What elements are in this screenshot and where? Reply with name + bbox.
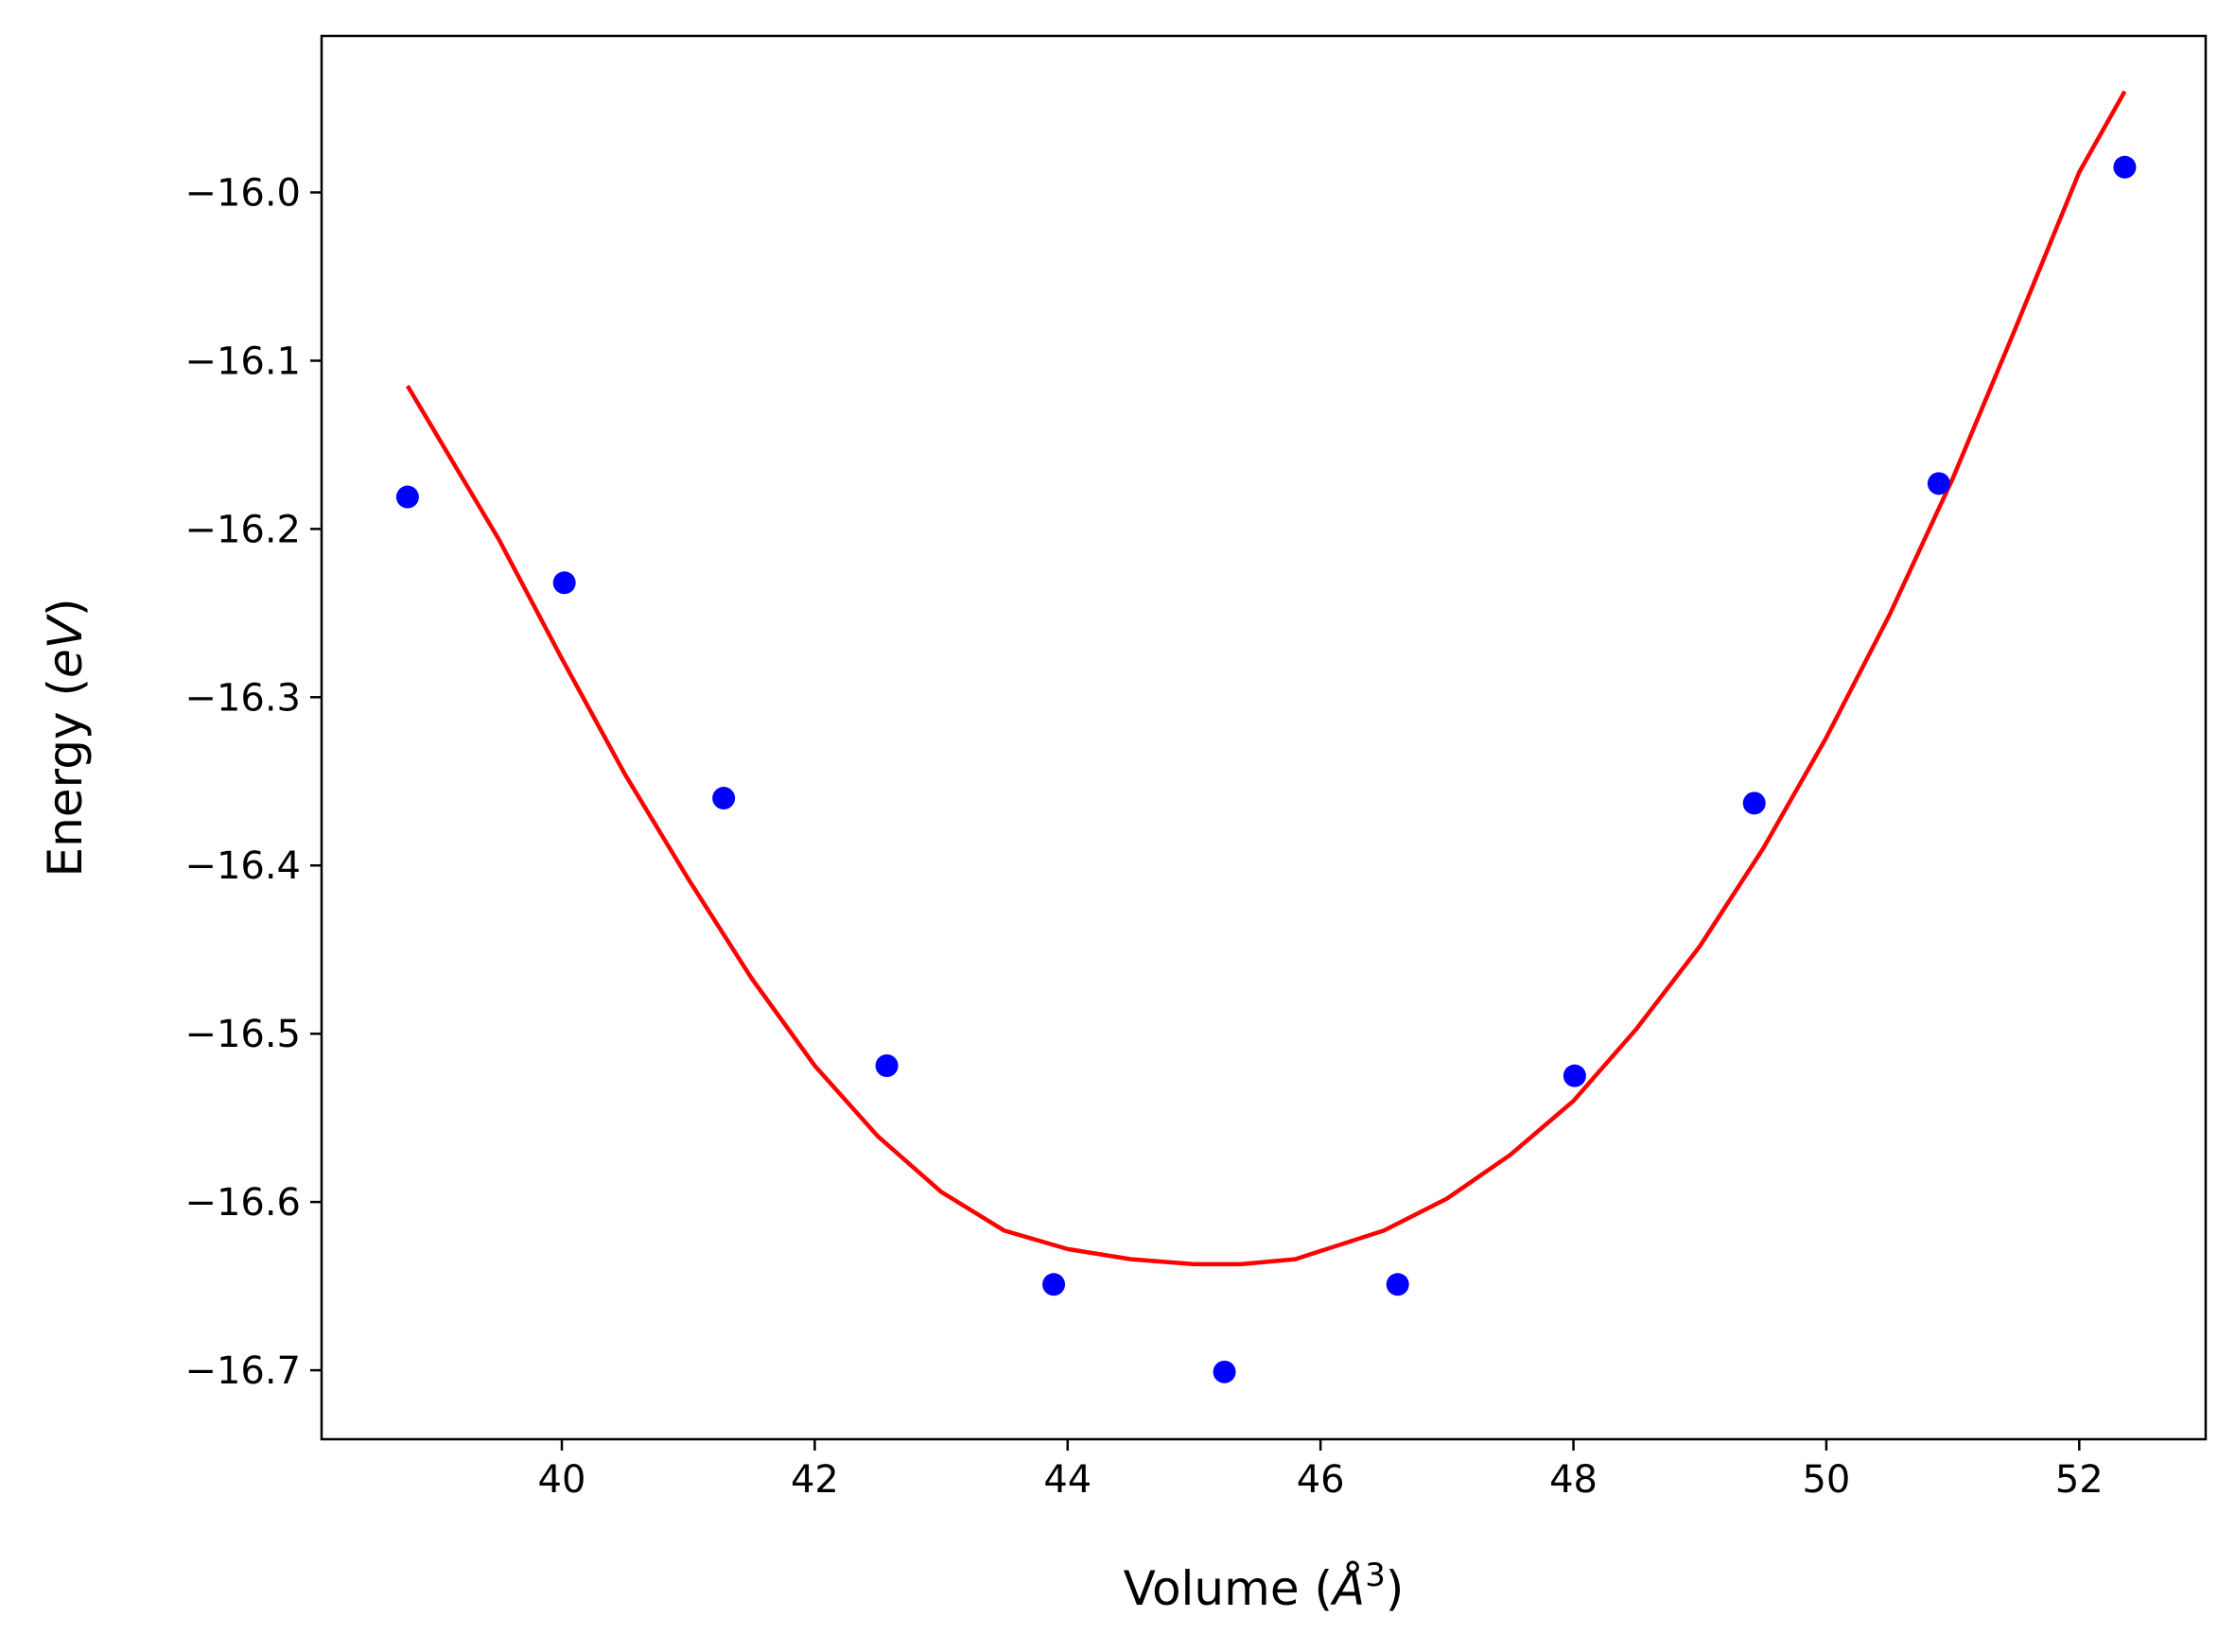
x-axis-ticks: 40 42 44 46 48 50 52 <box>538 1439 2104 1502</box>
x-axis-label: Volume (Å3) <box>1124 1556 1405 1616</box>
y-tick-label: −16.7 <box>184 1349 301 1393</box>
x-tick-label: 52 <box>2055 1458 2104 1502</box>
axes-frame <box>320 34 2208 1441</box>
x-tick-label: 40 <box>538 1458 586 1502</box>
y-tick-label: −16.2 <box>184 508 301 551</box>
y-axis-ticks: −16.0 −16.1 −16.2 −16.3 −16.4 −16.5 −16.6 −16.7 <box>184 171 322 1393</box>
data-point <box>1386 1273 1409 1296</box>
y-tick-label: −16.6 <box>184 1181 301 1225</box>
data-point <box>552 571 576 595</box>
data-point <box>875 1053 899 1077</box>
series-layer <box>395 90 2137 1383</box>
data-point <box>712 787 736 810</box>
data-point <box>1927 472 1950 496</box>
y-tick-label: −16.1 <box>184 339 301 383</box>
data-point <box>395 485 419 509</box>
y-axis-label: Energy (eV) <box>38 599 93 878</box>
fit-curve-line <box>405 90 2127 1267</box>
x-tick-label: 42 <box>791 1458 839 1502</box>
x-tick-label: 46 <box>1297 1458 1345 1502</box>
plot-area: 40 42 44 46 48 50 52 −16.0 −16.1 −16.2 −16.3 −16.4… <box>184 34 2208 1502</box>
x-tick-label: 44 <box>1043 1458 1091 1502</box>
y-tick-label: −16.0 <box>184 171 301 215</box>
x-tick-label: 48 <box>1549 1458 1598 1502</box>
y-tick-label: −16.3 <box>184 676 301 720</box>
y-tick-label: −16.5 <box>184 1013 301 1056</box>
data-point <box>1742 791 1766 815</box>
data-point <box>2113 155 2137 179</box>
x-tick-label: 50 <box>1802 1458 1850 1502</box>
data-point <box>1042 1273 1066 1296</box>
y-tick-label: −16.4 <box>184 844 301 888</box>
data-point <box>1213 1360 1236 1383</box>
data-point <box>1563 1064 1586 1087</box>
